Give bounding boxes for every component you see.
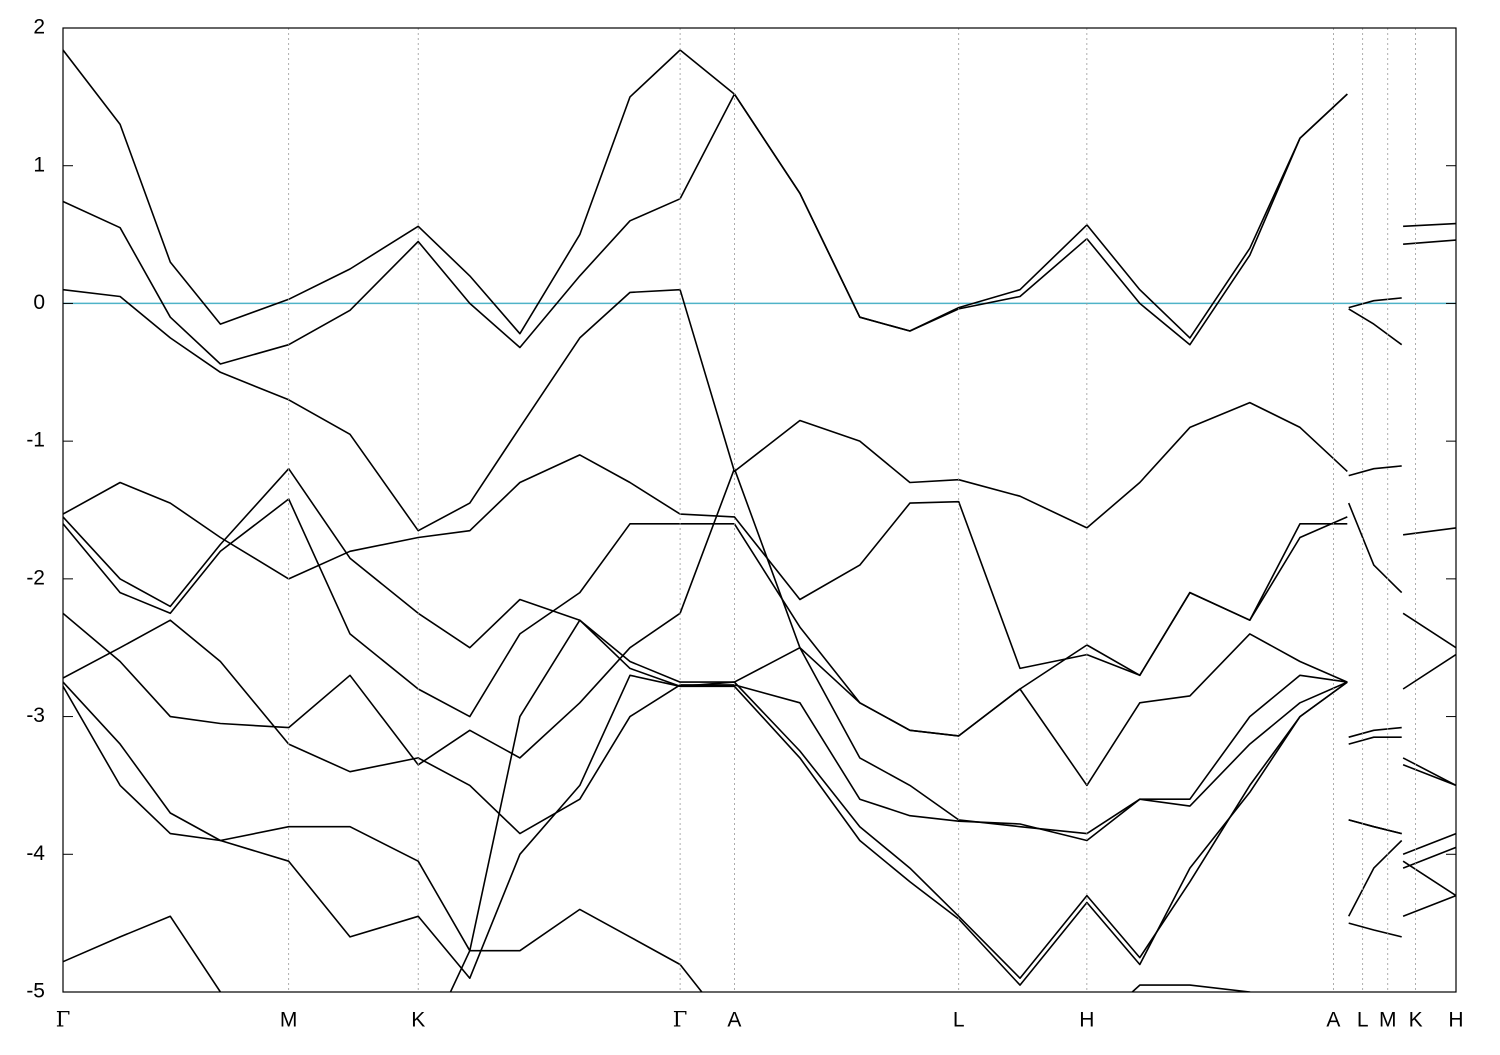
x-tick-label: L xyxy=(953,1009,965,1032)
band xyxy=(63,288,1456,536)
x-tick-label: L xyxy=(1357,1009,1369,1032)
band xyxy=(63,894,1456,992)
x-tick-label: A xyxy=(1326,1009,1340,1032)
band xyxy=(63,674,1456,986)
y-tick-label: 1 xyxy=(33,153,45,176)
plot-frame xyxy=(62,27,1457,993)
band xyxy=(63,93,1456,365)
band xyxy=(63,467,1456,787)
y-tick-label: -1 xyxy=(26,429,45,452)
band xyxy=(63,619,1456,869)
band xyxy=(63,498,1456,787)
x-tick-label: M xyxy=(1379,1009,1397,1032)
y-tick-label: -2 xyxy=(26,566,45,589)
band xyxy=(63,467,1456,835)
band xyxy=(63,619,1456,979)
y-tick-label: -5 xyxy=(26,980,45,1003)
y-tick-label: -3 xyxy=(26,704,45,727)
plot-area xyxy=(63,49,1456,992)
band xyxy=(63,49,1456,339)
x-tick-label: Γ xyxy=(56,1008,71,1032)
y-tick-label: -4 xyxy=(26,842,45,865)
x-tick-label: Γ xyxy=(673,1008,688,1032)
y-tick-label: 0 xyxy=(33,291,45,314)
x-tick-label: K xyxy=(1409,1009,1423,1032)
x-tick-label: M xyxy=(280,1009,298,1032)
y-tick-label: 2 xyxy=(33,16,45,39)
x-tick-label: A xyxy=(727,1009,741,1032)
x-tick-label: K xyxy=(411,1009,425,1032)
x-tick-label: H xyxy=(1079,1009,1094,1032)
x-tick-label: H xyxy=(1448,1009,1463,1032)
